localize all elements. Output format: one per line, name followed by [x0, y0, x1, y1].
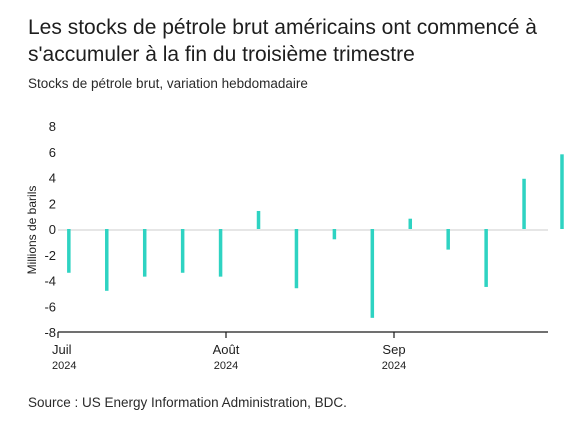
- y-tick-label: -2: [44, 248, 56, 263]
- bar: [446, 229, 450, 250]
- x-tick-year: 2024: [382, 360, 406, 372]
- y-tick-label: 8: [49, 119, 56, 134]
- bar: [522, 178, 526, 229]
- bar: [180, 229, 185, 273]
- bar: [67, 229, 71, 273]
- bar: [294, 229, 299, 289]
- y-tick-label: 4: [49, 171, 56, 186]
- x-tick-label: Août: [213, 342, 240, 357]
- y-tick-label: -8: [44, 325, 56, 340]
- x-tick-year: 2024: [52, 360, 76, 372]
- y-tick-label: 0: [49, 222, 56, 237]
- x-tick-year: 2024: [214, 360, 238, 372]
- bar: [484, 229, 488, 287]
- y-tick-label: 6: [49, 145, 56, 160]
- y-tick-label: 2: [49, 196, 56, 211]
- bar: [560, 154, 564, 229]
- chart-title: Les stocks de pétrole brut américains on…: [28, 16, 537, 66]
- bars: [67, 154, 564, 318]
- y-tick-label: -6: [44, 299, 56, 314]
- bar: [370, 229, 375, 318]
- y-tick-label: -4: [44, 274, 56, 289]
- bar: [256, 210, 261, 229]
- x-tick-label: Sep: [382, 342, 405, 357]
- bar: [218, 229, 223, 277]
- bar: [142, 229, 147, 277]
- x-axis-ticks: Juil 2024 Août 2024 Sep 2024: [52, 332, 406, 372]
- y-axis-ticks: 8 6 4 2 0 -2 -4 -6 -8: [44, 119, 56, 340]
- bar: [408, 218, 413, 229]
- bar: [105, 229, 109, 291]
- y-axis-label: Millions de barils: [25, 186, 39, 275]
- source-note: Source : US Energy Information Administr…: [28, 395, 347, 410]
- x-tick-label: Juil: [52, 342, 72, 357]
- chart-subtitle: Stocks de pétrole brut, variation hebdom…: [28, 76, 308, 91]
- bar: [332, 229, 337, 240]
